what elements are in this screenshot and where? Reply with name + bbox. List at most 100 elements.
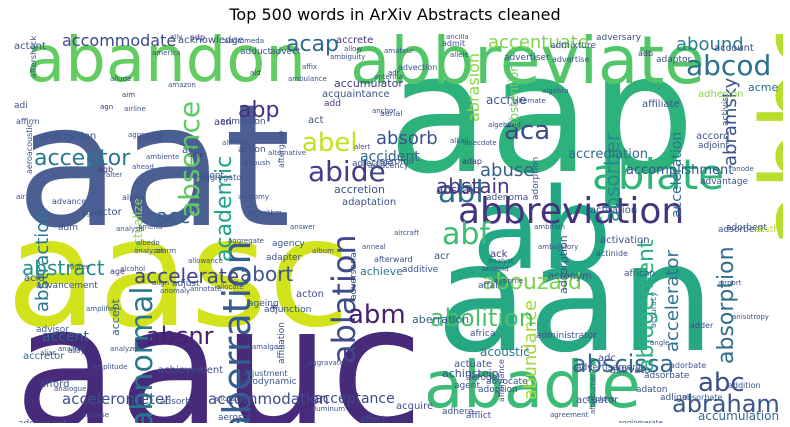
cloud-word-accretor: accretor — [23, 351, 65, 362]
cloud-word-alarm: alarm — [156, 247, 177, 255]
cloud-word-adsorbate: adsorbate — [644, 371, 690, 381]
cloud-word-adenoma: adenoma — [486, 193, 529, 203]
word-cloud: aat aap aasc aan aauc ab abbe abandon abbreviate… — [10, 34, 783, 423]
cloud-word-adder: adder — [690, 321, 714, 330]
cloud-word-affect: affect — [360, 415, 386, 424]
cloud-word-affiliate: affiliate — [642, 99, 680, 110]
cloud-word-aluminum: aluminum — [310, 405, 346, 413]
cloud-word-additive: additive — [402, 265, 439, 275]
cloud-word-abadie: abadie — [424, 349, 641, 423]
cloud-word-aasc: aasc — [10, 187, 351, 361]
cloud-word-analyzer: analyzer — [134, 247, 164, 255]
cloud-word-adorbate: adorbate — [670, 361, 707, 370]
cloud-word-adjacency: adjacency — [368, 161, 409, 170]
cloud-word-advancement: advancement — [36, 281, 98, 291]
cloud-word-animal: animal — [138, 135, 162, 143]
cloud-word-amplifier: amplifier — [86, 305, 118, 313]
cloud-word-actuator: actuator — [576, 395, 619, 406]
cloud-word-absorbate: absorbate — [682, 393, 723, 402]
cloud-word-air: air — [16, 193, 26, 201]
cloud-word-actinide: actinide — [596, 249, 628, 258]
cloud-word-ambition: ambition — [534, 223, 565, 231]
chart-title: Top 500 words in ArXiv Abstracts cleaned — [229, 5, 561, 24]
cloud-word-adjust: adjust — [172, 279, 200, 289]
cloud-word-abrasion: abrasion — [464, 52, 483, 122]
cloud-word-adjective: adjective — [352, 159, 394, 169]
cloud-word-absorption: absorption — [714, 246, 739, 364]
cloud-word-adorption: adorption — [531, 156, 541, 200]
cloud-word-accumulator: accumulator — [334, 77, 403, 90]
cloud-word-aeroacoustic: aeroacoustic — [25, 122, 34, 174]
cloud-word-analogue: analogue — [54, 385, 87, 393]
cloud-word-accrediation: accrediation — [568, 147, 649, 162]
cloud-word-aircraft: aircraft — [394, 229, 420, 237]
cloud-word-adm: adm — [58, 223, 78, 233]
cloud-word-abel: abel — [302, 128, 358, 158]
cloud-word-act: act — [308, 115, 324, 126]
cloud-word-adapter: adapter — [266, 253, 302, 263]
cloud-word-album: album — [312, 247, 334, 255]
cloud-word-aftershock: aftershock — [29, 35, 38, 78]
cloud-word-abuse: abuse — [480, 160, 535, 181]
cloud-word-adp: adp — [190, 34, 206, 42]
cloud-word-actuate: actuate — [454, 359, 493, 370]
cloud-word-agree: agree — [70, 263, 91, 271]
cloud-word-acceptance: acceptance — [314, 391, 395, 407]
cloud-word-absnr: absnr — [146, 322, 214, 350]
cloud-word-african: african — [624, 269, 656, 279]
cloud-word-agency: agency — [272, 239, 305, 249]
cloud-word-abcod: abcod — [686, 49, 772, 82]
cloud-word-anecdote: anecdote — [464, 139, 497, 147]
cloud-word-anneal: anneal — [362, 243, 386, 251]
cloud-word-adap: adap — [462, 157, 482, 166]
cloud-word-adaptor: adaptor — [656, 55, 692, 65]
cloud-word-allocate: allocate — [216, 283, 244, 291]
cloud-word-aerofoil: aerofoil — [380, 157, 414, 167]
cloud-word-advocate: advocate — [486, 377, 528, 387]
cloud-word-advertise: advertise — [552, 55, 590, 64]
cloud-word-admit: admit — [442, 39, 466, 48]
cloud-word-accent: accent — [42, 329, 89, 345]
cloud-word-allow: allow — [344, 45, 363, 53]
cloud-word-agglomerate: agglomerate — [618, 419, 663, 424]
cloud-word-accentuate: accentuate — [488, 34, 589, 53]
cloud-word-answer: answer — [290, 223, 316, 231]
cloud-word-abstain: abstain — [436, 174, 510, 198]
cloud-word-acid: acid — [24, 273, 45, 284]
cloud-word-ab: ab — [472, 165, 612, 295]
cloud-word-ahead: ahead — [132, 163, 154, 171]
cloud-word-afford: afford — [40, 379, 70, 390]
cloud-word-alias: alias — [40, 349, 57, 357]
cloud-word-abraham: abraham — [672, 390, 780, 418]
cloud-word-adhere: adhere — [442, 407, 474, 417]
cloud-word-acceleration: acceleration — [669, 131, 685, 218]
cloud-word-afterward: afterward — [374, 255, 413, 264]
cloud-word-adduct: adduct — [240, 47, 272, 57]
cloud-word-analyst: analyst — [488, 257, 514, 265]
cloud-word-ai: ai — [270, 303, 277, 311]
cloud-word-ambush: ambush — [242, 159, 271, 167]
cloud-word-adolescent: adolescent — [18, 420, 67, 424]
cloud-word-acap: acap — [286, 34, 340, 57]
cloud-word-activation: activation — [600, 235, 650, 246]
cloud-word-achieve: achieve — [360, 265, 403, 278]
cloud-word-allowance: allowance — [188, 257, 224, 265]
cloud-word-abbreviation: abbreviation — [458, 191, 685, 232]
cloud-word-ambiente: ambiente — [146, 153, 180, 161]
cloud-word-agreement: agreement — [550, 411, 589, 419]
cloud-word-adc: adc — [598, 353, 616, 364]
cloud-word-accelerator: accelerator — [662, 250, 683, 352]
cloud-word-alert: alert — [354, 143, 371, 151]
cloud-word-adligo: adligo — [660, 393, 688, 403]
cloud-word-advertisement: advertisement — [576, 363, 642, 373]
cloud-word-abf: abf — [442, 217, 490, 252]
cloud-word-action: action — [238, 145, 266, 155]
cloud-word-actuation: actuation — [590, 205, 638, 216]
cloud-word-acton: acton — [296, 289, 325, 300]
cloud-word-aat: aat — [16, 68, 292, 266]
cloud-word-anisotropy: anisotropy — [732, 313, 769, 321]
cloud-word-admission: admission — [220, 117, 266, 127]
cloud-word-amalgam: amalgam — [252, 343, 285, 351]
cloud-word-advisor: advisor — [36, 325, 69, 335]
cloud-word-acceptor: acceptor — [34, 146, 131, 171]
